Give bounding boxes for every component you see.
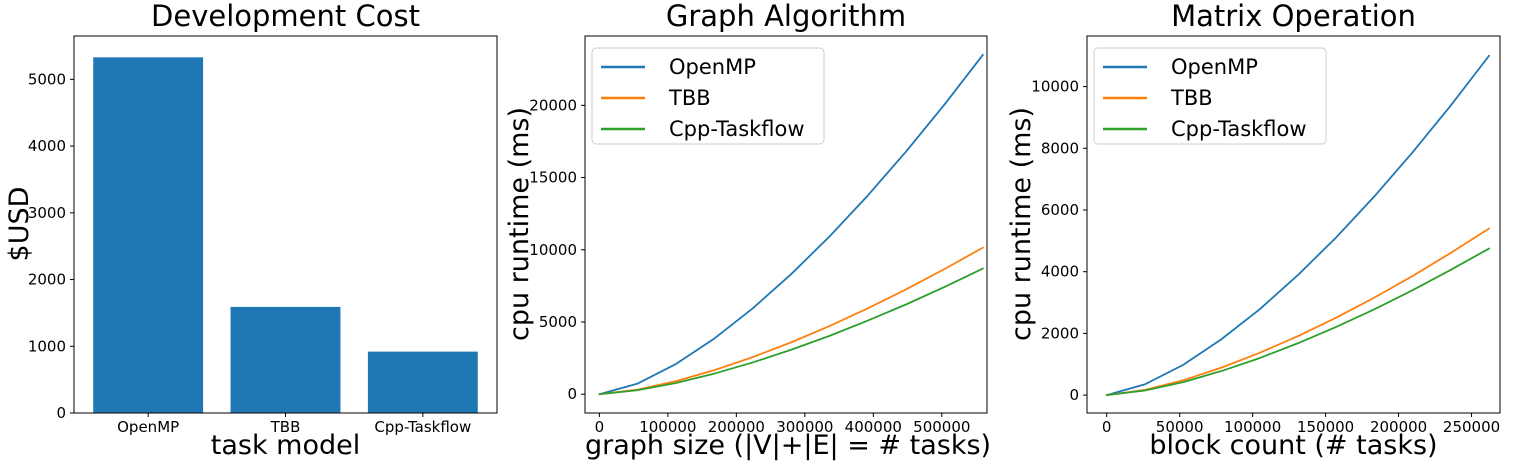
series-line-openmp — [598, 53, 984, 396]
y-tick-label: 5000 — [539, 313, 577, 331]
y-tick-label: 4000 — [28, 137, 66, 155]
x-axis-label: block count (# tasks) — [1149, 430, 1438, 461]
y-tick-label: 10000 — [529, 241, 577, 259]
legend-box — [1093, 47, 1327, 145]
x-tick-label: 250000 — [1443, 418, 1500, 436]
x-tick-label: Cpp-Taskflow — [374, 418, 471, 436]
bar-cpp-taskflow — [367, 351, 478, 413]
series-line-cpp-taskflow — [598, 267, 984, 396]
y-tick-label: 8000 — [1041, 139, 1079, 157]
x-tick-label: 200000 — [1370, 418, 1427, 436]
x-tick-label: 50000 — [1156, 418, 1204, 436]
series-line-tbb — [1105, 227, 1490, 397]
x-tick-label: 150000 — [1297, 418, 1354, 436]
legend-label: TBB — [1170, 86, 1213, 110]
panel-development-cost: Development Cost $USD task model 0 1000 20… — [0, 0, 505, 466]
legend-label: Cpp-Taskflow — [669, 117, 805, 141]
x-axis-label: task model — [210, 430, 361, 461]
legend-label: TBB — [668, 86, 711, 110]
y-tick-label: 0 — [56, 404, 66, 422]
y-tick-label: 0 — [1069, 386, 1079, 404]
y-tick-label: 15000 — [529, 169, 577, 187]
axes-frame — [584, 35, 988, 414]
panel-matrix-operation: Matrix Operation cpu runtime (ms) block … — [1006, 0, 1516, 466]
x-tick-label: 0 — [595, 418, 605, 436]
x-tick-label: 100000 — [1224, 418, 1281, 436]
y-tick-label: 3000 — [28, 204, 66, 222]
y-tick-label: 2000 — [28, 271, 66, 289]
x-tick-label: 500000 — [913, 418, 970, 436]
bar-openmp — [93, 57, 204, 414]
y-tick-label: 5000 — [28, 70, 66, 88]
x-tick-label: 0 — [1102, 418, 1112, 436]
x-tick-label: 400000 — [845, 418, 902, 436]
y-tick-label: 10000 — [1031, 78, 1079, 96]
y-tick-label: 1000 — [28, 337, 66, 355]
legend-label: Cpp-Taskflow — [1171, 117, 1307, 141]
chart-title: Development Cost — [151, 0, 420, 33]
series-line-tbb — [598, 246, 984, 396]
legend: OpenMP TBB Cpp-Taskflow — [1093, 47, 1327, 145]
series-line-cpp-taskflow — [1105, 247, 1490, 397]
axes-frame — [73, 35, 498, 414]
legend: OpenMP TBB Cpp-Taskflow — [591, 47, 825, 145]
y-tick-label: 4000 — [1041, 263, 1079, 281]
x-tick-label: 100000 — [639, 418, 696, 436]
x-tick-label: 300000 — [776, 418, 833, 436]
x-tick-label: OpenMP — [117, 418, 179, 436]
legend-label: OpenMP — [669, 55, 756, 79]
bar-tbb — [230, 306, 341, 413]
series-line-openmp — [1105, 54, 1490, 397]
y-tick-label: 2000 — [1041, 324, 1079, 342]
axes-frame — [1086, 35, 1501, 414]
y-tick-label: 0 — [567, 385, 577, 403]
legend-box — [591, 47, 825, 145]
x-axis-label: graph size (|V|+|E| = # tasks) — [585, 430, 992, 461]
chart-title: Graph Algorithm — [665, 0, 907, 33]
development-cost-plot: 0 1000 2000 3000 4000 5000 OpenMP TBB Cpp-Taskfl… — [28, 35, 498, 436]
y-tick-label: 20000 — [529, 96, 577, 114]
x-tick-label: 200000 — [708, 418, 765, 436]
chart-title: Matrix Operation — [1171, 0, 1416, 33]
x-tick-label: TBB — [270, 418, 301, 436]
y-tick-label: 6000 — [1041, 201, 1079, 219]
panel-graph-algorithm: Graph Algorithm cpu runtime (ms) graph s… — [504, 0, 1010, 466]
legend-label: OpenMP — [1171, 55, 1258, 79]
